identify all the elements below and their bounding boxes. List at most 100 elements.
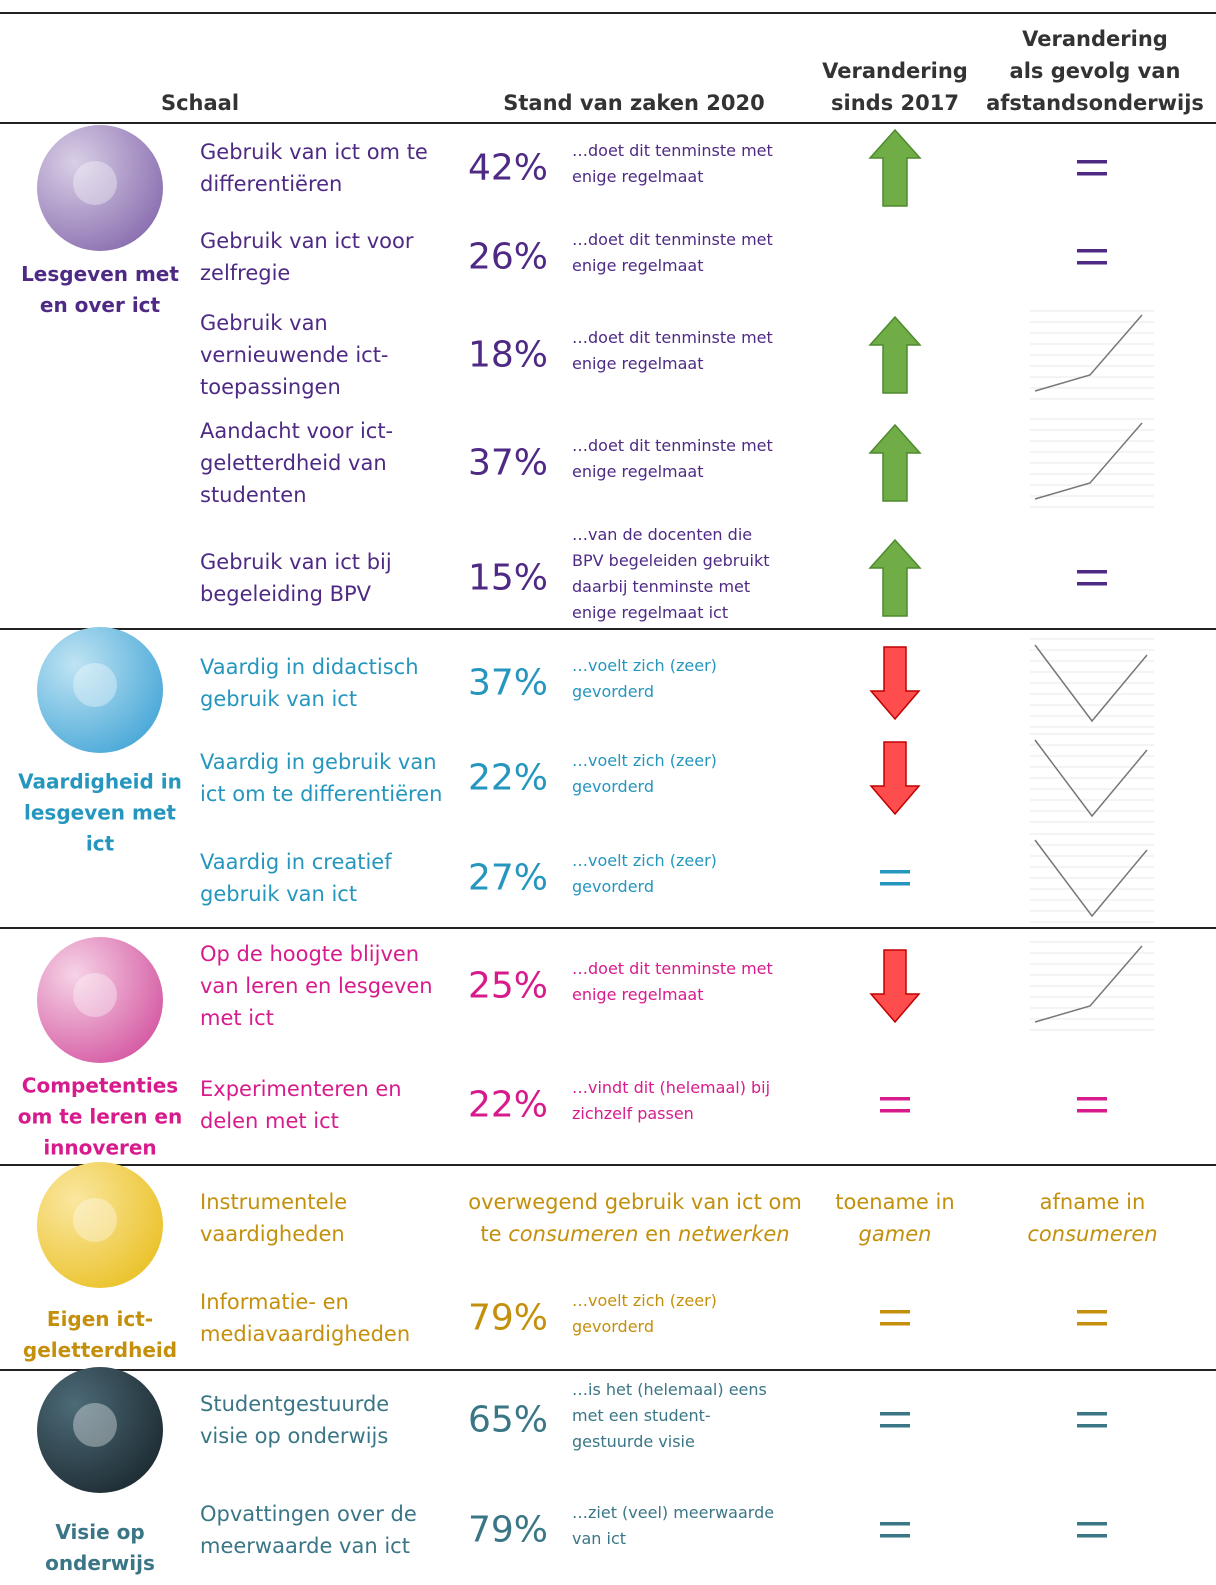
note-line: …doet dit tenminste met	[572, 436, 773, 455]
schaal-line: Opvattingen over de	[200, 1502, 417, 1526]
schaal-line: zelfregie	[200, 261, 291, 285]
schaal-line: Experimenteren en	[200, 1077, 402, 1101]
sparkline	[1034, 739, 1148, 818]
percentage: 22%	[468, 757, 549, 799]
note-line: …voelt zich (zeer)	[572, 1291, 717, 1310]
arrow-down	[869, 646, 921, 721]
schaal-line: gebruik van ict	[200, 687, 358, 711]
arrow-up	[868, 538, 922, 617]
note: …van de docenten die BPV begeleiden gebru…	[572, 522, 769, 626]
note-line: enige regelmaat	[572, 985, 704, 1004]
note: …doet dit tenminste met enige regelmaat	[572, 433, 773, 485]
schaal-line: vernieuwende ict-	[200, 343, 389, 367]
equal-bar	[1077, 172, 1107, 176]
header-line: als gevolg van	[1009, 59, 1181, 83]
note-line: met een student-	[572, 1406, 711, 1425]
equal-bar	[1077, 249, 1107, 253]
label-line: Visie op	[55, 1520, 145, 1544]
schaal: Vaardig in gebruik van ict om te differen…	[200, 746, 442, 810]
icon-detail	[73, 663, 117, 707]
text-part: netwerken	[678, 1222, 790, 1246]
section-icon	[37, 125, 163, 251]
section-label: Vaardigheid in lesgeven met ict	[0, 767, 200, 860]
schaal: Op de hoogte blijven van leren en lesgeve…	[200, 938, 433, 1034]
label-line: lesgeven met	[24, 800, 176, 825]
percentage: 37%	[468, 442, 549, 484]
note: …is het (helemaal) eens met een student-g…	[572, 1377, 767, 1455]
equal-bar	[1077, 1522, 1107, 1526]
schaal-line: Studentgestuurde	[200, 1392, 390, 1416]
percentage: 65%	[468, 1399, 549, 1441]
icon-detail	[73, 973, 117, 1017]
text-part: consumeren	[1027, 1222, 1158, 1246]
schaal-line: Gebruik van	[200, 311, 328, 335]
note-line: gevorderd	[572, 682, 655, 701]
note: …doet dit tenminste met enige regelmaat	[572, 138, 773, 190]
equal-bar	[880, 1424, 910, 1428]
section-icon	[37, 627, 163, 753]
equal-bar	[1077, 582, 1107, 586]
schaal-line: vaardigheden	[200, 1222, 345, 1246]
equal-bar	[880, 870, 910, 874]
note-line: …vindt dit (helemaal) bij	[572, 1078, 771, 1097]
equal-bar	[880, 1534, 910, 1538]
equal-bar	[1077, 261, 1107, 265]
note-line: enige regelmaat	[572, 354, 704, 373]
sparkline	[1034, 839, 1148, 918]
schaal-line: Gebruik van ict bij	[200, 550, 392, 574]
schaal-line: Vaardig in gebruik van	[200, 750, 437, 774]
note-line: …ziet (veel) meerwaarde	[572, 1503, 775, 1522]
schaal-line: Vaardig in didactisch	[200, 655, 419, 679]
sparkline	[1034, 945, 1143, 1023]
label-line: Competenties	[21, 1073, 179, 1098]
schaal-line: Gebruik van ict om te	[200, 140, 428, 164]
note: …voelt zich (zeer) gevorderd	[572, 748, 717, 800]
rich-text: overwegend gebruik van ict om te consume…	[460, 1186, 810, 1250]
sparkline	[1034, 644, 1148, 723]
label-line: onderwijs	[45, 1551, 155, 1575]
percentage: 22%	[468, 1084, 549, 1126]
percentage: 25%	[468, 965, 549, 1007]
section-icon	[37, 937, 163, 1063]
rich-text: afname in consumeren	[1010, 1186, 1175, 1250]
label-line: Vaardigheid in	[18, 769, 182, 794]
equal-bar	[1077, 1424, 1107, 1428]
note-line: BPV begeleiden gebruikt	[572, 551, 770, 570]
schaal-line: Aandacht voor ict-	[200, 419, 394, 443]
schaal-line: toepassingen	[200, 375, 341, 399]
schaal-line: ict om te differentiëren	[200, 782, 443, 806]
schaal-line: studenten	[200, 483, 307, 507]
note-line: …doet dit tenminste met	[572, 328, 773, 347]
schaal: Gebruik van vernieuwende ict-toepassingen	[200, 307, 389, 403]
note-line: …doet dit tenminste met	[572, 230, 773, 249]
text-part: overwegend gebruik van ict om te	[468, 1190, 802, 1246]
schaal: Experimenteren en delen met ict	[200, 1073, 402, 1137]
note-line: …is het (helemaal) eens	[572, 1380, 767, 1399]
rich-text: toename in gamen	[820, 1186, 970, 1250]
percentage: 79%	[468, 1509, 549, 1551]
schaal: Studentgestuurde visie op onderwijs	[200, 1388, 389, 1452]
note-line: enige regelmaat	[572, 167, 704, 186]
section-icon	[37, 1367, 163, 1493]
equal-bar	[1077, 1322, 1107, 1326]
arrow-up	[868, 423, 922, 502]
note-line: …doet dit tenminste met	[572, 959, 773, 978]
text-part: gamen	[858, 1222, 932, 1246]
note: …doet dit tenminste met enige regelmaat	[572, 325, 773, 377]
schaal-line: Instrumentele	[200, 1190, 348, 1214]
percentage: 37%	[468, 662, 549, 704]
schaal: Vaardig in didactisch gebruik van ict	[200, 651, 419, 715]
note: …doet dit tenminste met enige regelmaat	[572, 956, 773, 1008]
icon-detail	[73, 1403, 117, 1447]
schaal-line: Gebruik van ict voor	[200, 229, 414, 253]
text-part: toename in	[835, 1190, 955, 1214]
percentage: 15%	[468, 557, 549, 599]
section-label: Competenties om te leren en innoveren	[0, 1071, 200, 1164]
label-line: Eigen ict-	[46, 1307, 154, 1331]
label-line: geletterdheid	[22, 1338, 178, 1362]
note: …voelt zich (zeer) gevorderd	[572, 1288, 717, 1340]
schaal-line: van leren en lesgeven	[200, 974, 433, 998]
label-line: innoveren	[43, 1135, 157, 1160]
